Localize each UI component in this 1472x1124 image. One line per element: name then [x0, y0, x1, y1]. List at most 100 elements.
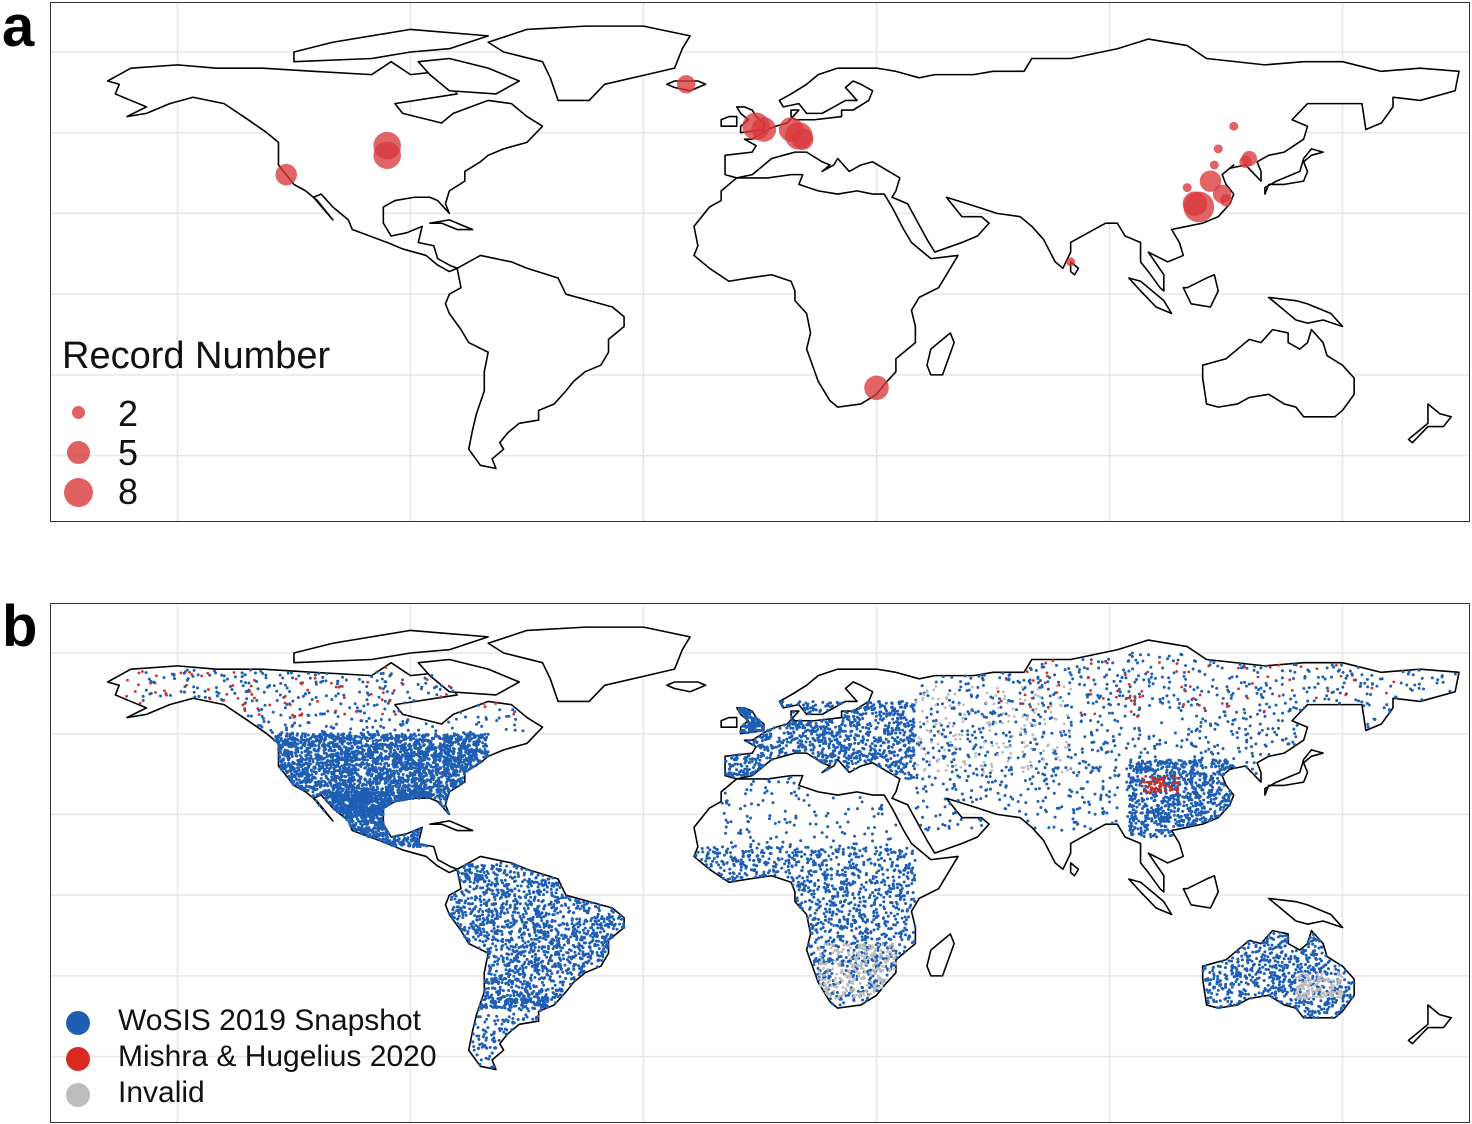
sample-point	[530, 973, 534, 977]
sample-point	[481, 940, 485, 944]
sample-point	[348, 706, 352, 710]
sample-point	[443, 761, 447, 765]
sample-point	[405, 767, 408, 771]
sample-point	[275, 699, 279, 703]
sample-point	[459, 780, 463, 784]
sample-point	[450, 895, 454, 899]
sample-point	[339, 752, 343, 756]
sample-point	[459, 760, 463, 764]
sample-point	[505, 884, 509, 888]
sample-point	[324, 795, 328, 799]
sample-point	[365, 725, 369, 729]
sample-point	[362, 762, 366, 766]
sample-point	[495, 873, 499, 877]
sample-point	[562, 922, 566, 926]
sample-point	[403, 742, 407, 746]
sample-point	[373, 719, 377, 723]
sample-point	[360, 756, 364, 760]
landmass-madagascar	[926, 933, 955, 977]
sample-point	[375, 800, 379, 804]
sample-point	[259, 669, 263, 673]
sample-point	[381, 687, 385, 691]
sample-point	[464, 888, 468, 892]
sample-point	[352, 794, 356, 798]
sample-point	[413, 760, 417, 764]
sample-point	[387, 743, 391, 747]
sample-point	[400, 732, 404, 736]
sample-point	[486, 887, 490, 891]
sample-point	[168, 693, 172, 697]
sample-point	[619, 917, 623, 921]
sample-point	[409, 838, 413, 842]
sample-point	[172, 672, 176, 676]
sample-point	[530, 884, 534, 888]
sample-point	[477, 946, 481, 950]
sample-point	[274, 739, 278, 743]
sample-point	[372, 814, 376, 818]
sample-point	[556, 911, 560, 915]
sample-point	[287, 761, 291, 765]
sample-point	[322, 809, 326, 812]
sample-point	[449, 749, 453, 753]
sample-point	[395, 779, 399, 783]
sample-point	[355, 828, 359, 832]
sample-point	[478, 917, 482, 921]
sample-point	[434, 767, 438, 771]
sample-point	[357, 783, 361, 787]
sample-point	[192, 668, 196, 672]
sample-point	[525, 867, 529, 871]
sample-point	[272, 684, 276, 688]
sample-point	[342, 783, 346, 787]
sample-point	[560, 893, 564, 897]
sample-point	[487, 996, 491, 1000]
sample-point	[388, 746, 392, 750]
sample-point	[318, 741, 322, 745]
sample-point	[516, 911, 520, 915]
sample-point	[573, 950, 577, 954]
sample-point	[294, 742, 298, 746]
sample-point	[542, 893, 546, 897]
sample-point	[473, 907, 477, 911]
sample-point	[279, 681, 283, 685]
sample-point	[379, 718, 383, 722]
sample-point	[444, 799, 448, 803]
sample-point	[246, 714, 250, 718]
sample-point	[293, 721, 297, 725]
sample-point	[490, 867, 494, 871]
sample-point	[389, 750, 393, 754]
sample-point	[362, 711, 366, 715]
sample-point	[320, 772, 324, 776]
sample-point	[356, 746, 360, 750]
sample-point	[525, 945, 529, 949]
sample-point	[578, 917, 582, 921]
sample-point	[320, 729, 324, 733]
sample-point	[440, 775, 444, 779]
sample-point	[426, 786, 430, 790]
sample-point	[290, 775, 294, 779]
sample-point	[457, 773, 461, 777]
sample-point	[358, 758, 362, 761]
sample-point	[602, 917, 606, 921]
sample-point	[403, 751, 407, 755]
sample-point	[506, 924, 510, 928]
sample-point	[578, 971, 582, 975]
sample-point	[558, 923, 562, 927]
sample-point	[300, 738, 304, 742]
sample-point	[341, 738, 345, 742]
sample-point	[413, 784, 417, 788]
sample-point	[300, 751, 304, 755]
sample-point	[373, 750, 377, 754]
sample-point	[193, 695, 197, 699]
sample-point	[493, 960, 497, 964]
sample-point	[345, 734, 349, 738]
sample-point	[279, 750, 283, 754]
sample-point	[317, 803, 321, 807]
sample-point	[542, 983, 546, 987]
sample-point	[528, 934, 532, 938]
sample-point	[341, 802, 345, 806]
sample-point	[467, 890, 471, 894]
sample-point	[449, 779, 453, 783]
sample-point	[372, 768, 376, 772]
sample-point	[324, 747, 328, 751]
sample-point	[574, 898, 578, 902]
